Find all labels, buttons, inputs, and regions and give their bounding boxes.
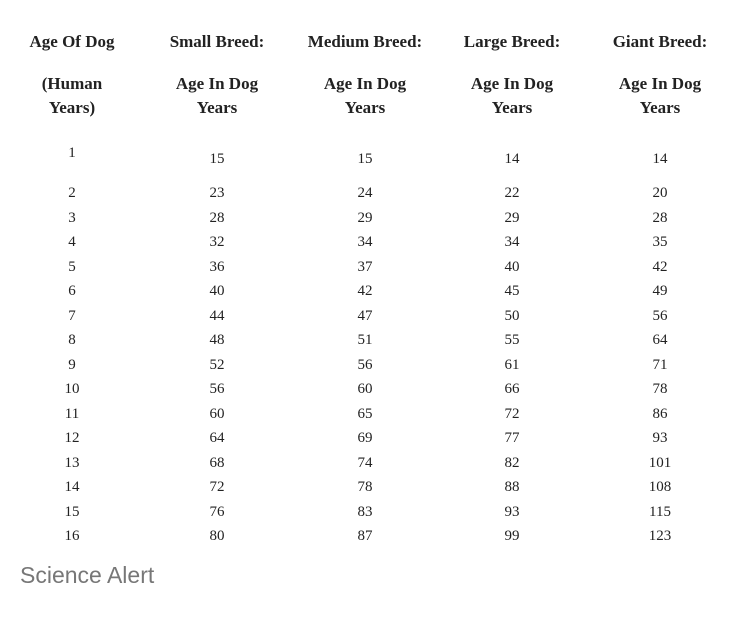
dog-age-cell: 20: [652, 185, 668, 201]
dog-age-cell: 87: [357, 528, 373, 544]
header-cell: Giant Breed:: [612, 32, 708, 51]
dog-age-cell: 28: [652, 209, 668, 226]
source: Science Alert: [20, 562, 155, 588]
dog-age-cell: 34: [357, 234, 373, 250]
subheader-cell: Age In Dog Years: [175, 74, 259, 117]
human-age-cell: 11: [64, 405, 80, 422]
dog-age-cell: 14: [504, 151, 520, 167]
dog-age-cell: 74: [357, 454, 373, 471]
dog-age-cell: 37: [357, 258, 373, 275]
dog-age-cell: 76: [209, 503, 225, 520]
dog-age-cell: 34: [504, 234, 520, 250]
dog-age-cell: 61: [504, 356, 520, 373]
dog-age-cell: 72: [209, 479, 225, 495]
human-age-cell: 8: [68, 332, 76, 348]
human-age-cell: 7: [68, 307, 76, 324]
human-age-cell: 12: [64, 430, 80, 446]
dog-age-cell: 64: [209, 430, 225, 446]
human-age-cell: 14: [64, 479, 80, 495]
human-age-cell: 2: [68, 185, 76, 201]
dog-age-cell: 83: [357, 503, 373, 520]
human-age-cell: 16: [64, 528, 80, 544]
dog-age-cell: 15: [357, 151, 373, 167]
dog-age-cell: 40: [209, 283, 225, 299]
dog-age-cell: 32: [209, 234, 225, 250]
dog-age-cell: 28: [209, 209, 225, 226]
dog-age-cell: 115: [649, 503, 671, 520]
human-age-cell: 1: [68, 145, 76, 161]
dog-age-cell: 56: [357, 356, 373, 373]
dog-age-cell: 99: [504, 528, 520, 544]
dog-age-cell: 56: [652, 307, 668, 324]
dog-age-cell: 77: [504, 430, 520, 446]
dog-age-cell: 101: [648, 454, 672, 471]
dog-age-cell: 50: [504, 307, 520, 324]
subheader-cell: (Human Years): [41, 74, 103, 117]
dog-age-cell: 47: [357, 307, 373, 324]
human-age-cell: 6: [68, 283, 76, 299]
dog-age-cell: 23: [209, 185, 225, 201]
dog-age-cell: 44: [209, 307, 225, 324]
dog-age-cell: 56: [209, 381, 225, 397]
human-age-cell: 13: [64, 454, 80, 471]
dog-age-cell: 93: [652, 430, 668, 446]
dog-age-cell: 78: [357, 479, 373, 495]
dog-age-cell: 55: [504, 332, 520, 348]
dog-age-cell: 29: [504, 209, 520, 226]
human-age-cell: 15: [64, 503, 80, 520]
human-age-cell: 9: [68, 356, 76, 373]
dog-age-cell: 45: [504, 283, 520, 299]
dog-age-cell: 42: [357, 283, 373, 299]
dog-age-cell: 35: [652, 234, 668, 250]
dog-age-cell: 49: [652, 283, 668, 299]
dog-age-cell: 60: [357, 381, 373, 397]
dog-age-cell: 108: [648, 479, 672, 495]
subheader-cell: Age In Dog Years: [470, 74, 554, 117]
header-cell: Small Breed:: [169, 32, 265, 51]
header-cell: Age Of Dog: [29, 32, 115, 51]
dog-age-cell: 66: [504, 381, 520, 397]
human-age-cell: 3: [68, 209, 76, 226]
dog-age-cell: 14: [652, 151, 668, 167]
dog-age-cell: 22: [504, 185, 520, 201]
dog-age-cell: 64: [652, 332, 668, 348]
dog-age-cell: 36: [209, 258, 225, 275]
dog-age-cell: 60: [209, 405, 225, 422]
header-cell: Medium Breed:: [307, 32, 423, 51]
dog-age-cell: 71: [652, 356, 668, 373]
dog-age-cell: 24: [357, 185, 373, 201]
dog-age-cell: 93: [504, 503, 520, 520]
dog-age-cell: 48: [209, 332, 225, 348]
dog-age-cell: 80: [209, 528, 225, 544]
dog-age-cell: 78: [652, 381, 668, 397]
dog-age-cell: 15: [209, 151, 225, 167]
subheader-cell: Age In Dog Years: [323, 74, 407, 117]
dog-age-cell: 68: [209, 454, 225, 471]
dog-age-cell: 69: [357, 430, 373, 446]
human-age-cell: 5: [68, 258, 76, 275]
dog-age-cell: 52: [209, 356, 225, 373]
dog-age-cell: 51: [357, 332, 373, 348]
dog-age-cell: 88: [504, 479, 520, 495]
subheader-cell: Age In Dog Years: [618, 74, 702, 117]
dog-age-cell: 29: [357, 209, 373, 226]
dog-age-cell: 65: [357, 405, 373, 422]
dog-age-cell: 42: [652, 258, 668, 275]
dog-age-cell: 40: [504, 258, 520, 275]
dog-age-cell: 72: [504, 405, 520, 422]
human-age-cell: 4: [68, 234, 76, 250]
human-age-cell: 10: [64, 381, 80, 397]
dog-age-cell: 123: [648, 528, 672, 544]
dog-age-cell: 86: [652, 405, 668, 422]
header-cell: Large Breed:: [463, 32, 561, 51]
dog-age-cell: 82: [504, 454, 520, 471]
